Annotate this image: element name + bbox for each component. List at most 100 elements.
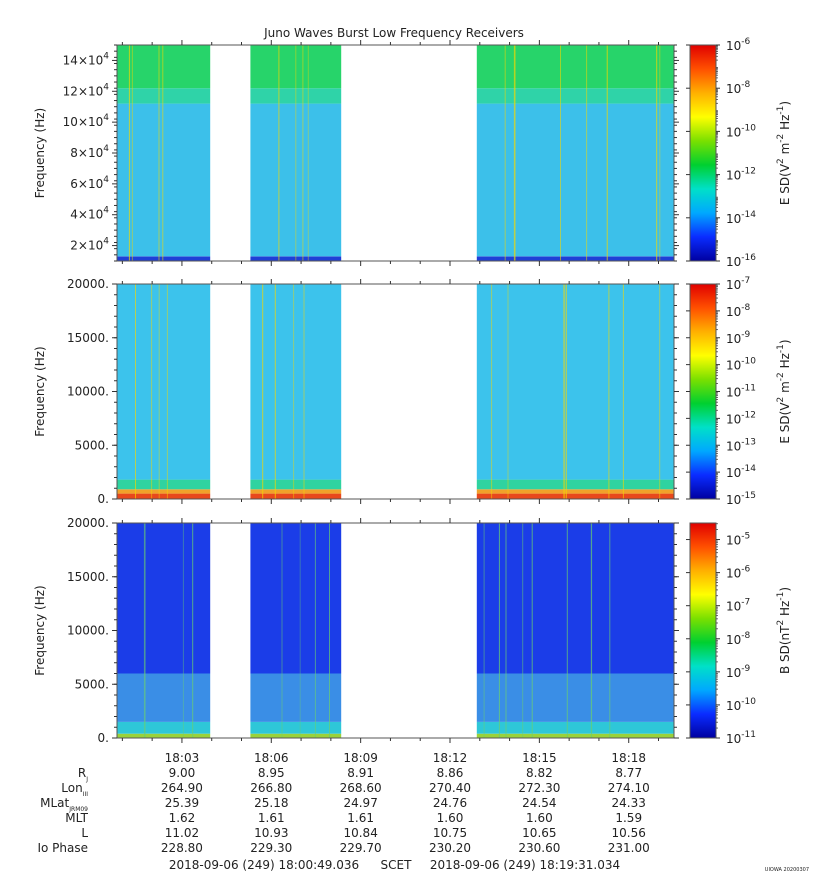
data-segment	[250, 284, 342, 499]
ephemeris-value: 9.00	[169, 766, 196, 780]
ephemeris-value: 24.54	[522, 796, 556, 810]
spectral-band	[117, 489, 211, 494]
ephemeris-value: 10.56	[612, 826, 646, 840]
spectral-band	[476, 479, 674, 490]
colorbar-tick-label: 10-6	[726, 37, 751, 53]
spectral-band	[476, 284, 674, 480]
time-tick-label: 18:06	[254, 751, 289, 765]
colorbar-frame	[689, 44, 717, 262]
ephemeris-value: 11.02	[165, 826, 199, 840]
y-tick-label: 6×104	[70, 175, 109, 191]
y-tick-label: 8×104	[70, 144, 109, 160]
ephemeris-value: 272.30	[518, 781, 560, 795]
y-tick-label: 10000.	[67, 385, 109, 399]
spectral-band	[250, 523, 342, 674]
ephemeris-row-label: L	[81, 826, 88, 840]
data-segment	[250, 523, 342, 738]
ephemeris-value: 10.75	[433, 826, 467, 840]
spectral-band	[250, 103, 342, 257]
y-tick-label: 10×104	[63, 113, 110, 129]
ephemeris-value: 230.20	[429, 841, 471, 855]
ephemeris-value: 24.33	[612, 796, 646, 810]
y-axis-label: Frequency (Hz)	[33, 108, 47, 199]
colorbar-tick-label: 10-14	[726, 464, 756, 480]
y-tick-label: 10000.	[67, 624, 109, 638]
data-segment	[476, 45, 674, 261]
ephemeris-row-label: Io Phase	[37, 841, 88, 855]
spectral-band	[250, 45, 342, 89]
footer-end-time: 2018-09-06 (249) 18:19:31.034	[430, 858, 620, 872]
colorbar-tick-label: 10-14	[726, 210, 756, 226]
panel-middle: 0. 5000. 10000. 15000. 20000. Frequency (Hz) 1…	[33, 276, 792, 507]
colorbar-tick-label: 10-9	[726, 664, 751, 680]
ephemeris-value: 10.93	[254, 826, 288, 840]
spectral-band	[250, 479, 342, 490]
time-tick-label: 18:09	[343, 751, 378, 765]
spectral-band	[250, 493, 342, 499]
colorbar-fill	[690, 284, 716, 499]
ephemeris-value: 1.59	[615, 811, 642, 825]
y-tick-label: 2×104	[70, 237, 109, 253]
spectral-band	[117, 721, 211, 734]
time-tick-label: 18:03	[165, 751, 200, 765]
spectral-band	[476, 721, 674, 734]
ephemeris-value: 1.62	[169, 811, 196, 825]
spectral-band	[476, 673, 674, 722]
credit-label: UIOWA 20200307	[765, 867, 809, 873]
colorbar-tick-label: 10-7	[726, 598, 750, 614]
colorbar-tick-label: 10-12	[726, 167, 756, 183]
spectral-band	[476, 733, 674, 738]
colorbar-fill	[690, 45, 716, 261]
ephemeris-value: 8.77	[615, 766, 642, 780]
colorbar-tick-label: 10-7	[726, 276, 750, 292]
spectral-band	[476, 103, 674, 257]
spectral-band	[117, 673, 211, 722]
panels: 2×104 4×104 6×104 8×104 10×104 12×104 14×104 Fr…	[33, 37, 792, 746]
data-segment	[117, 284, 211, 499]
colorbar-tick-label: 10-10	[726, 123, 756, 139]
ephemeris-value: 8.86	[437, 766, 464, 780]
ephemeris-value: 264.90	[161, 781, 203, 795]
footer-scet: SCET	[381, 858, 413, 872]
spectral-band	[117, 523, 211, 674]
spectral-band	[250, 284, 342, 480]
time-tick-label: 18:12	[433, 751, 468, 765]
data-segment	[476, 523, 674, 738]
spectral-band	[117, 733, 211, 738]
ephemeris-row-label: MLT	[65, 811, 88, 825]
spectral-band	[250, 733, 342, 738]
spectral-band	[117, 88, 211, 104]
spectral-band	[476, 489, 674, 494]
colorbar-tick-label: 10-8	[726, 80, 751, 96]
footer: 2018-09-06 (249) 18:00:49.036 SCET 2018-…	[169, 858, 620, 872]
spectral-band	[117, 493, 211, 499]
ephemeris-value: 8.82	[526, 766, 553, 780]
y-tick-label: 5000.	[75, 677, 109, 691]
colorbar-tick-label: 10-11	[726, 384, 756, 400]
spectral-band	[250, 489, 342, 494]
y-tick-label: 4×104	[70, 206, 109, 222]
footer-start-time: 2018-09-06 (249) 18:00:49.036	[169, 858, 359, 872]
colorbar-tick-label: 10-15	[726, 491, 756, 507]
spectral-band	[250, 88, 342, 104]
data-segment	[117, 523, 211, 738]
ephemeris-value: 24.76	[433, 796, 467, 810]
y-tick-label: 0.	[98, 492, 109, 506]
figure-title: Juno Waves Burst Low Frequency Receivers	[263, 26, 524, 40]
ephemeris-value: 274.10	[608, 781, 650, 795]
y-tick-label: 14×104	[63, 51, 110, 67]
ephemeris-value: 228.80	[161, 841, 203, 855]
ephemeris-value: 1.60	[437, 811, 464, 825]
colorbar-tick-label: 10-8	[726, 303, 751, 319]
colorbar-tick-label: 10-10	[726, 357, 756, 373]
y-axis-label: Frequency (Hz)	[33, 585, 47, 676]
panel-top: 2×104 4×104 6×104 8×104 10×104 12×104 14×104 Fr…	[33, 37, 792, 269]
ephemeris-value: 266.80	[250, 781, 292, 795]
y-tick-label: 12×104	[63, 82, 110, 98]
colorbar-label: E SD(V2 m-2 Hz-1)	[776, 101, 792, 205]
colorbar-frame	[689, 522, 717, 739]
time-axis-labels: 18:03 18:06 18:09 18:12 18:15 18:18	[165, 751, 646, 765]
y-tick-label: 15000.	[67, 570, 109, 584]
spectral-band	[250, 673, 342, 722]
colorbar-tick-label: 10-8	[726, 631, 751, 647]
